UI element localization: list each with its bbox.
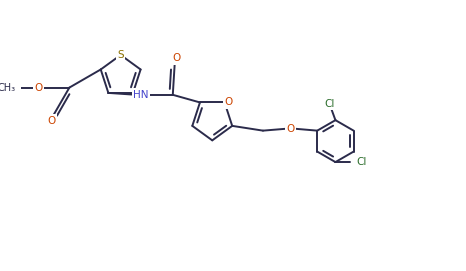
Text: O: O [286,124,294,134]
Text: O: O [172,53,181,63]
Text: HN: HN [133,90,149,100]
Text: O: O [34,83,43,93]
Text: O: O [47,116,55,126]
Text: O: O [224,98,233,107]
Text: S: S [117,50,124,60]
Text: Cl: Cl [356,157,366,167]
Text: CH₃: CH₃ [0,83,16,93]
Text: Cl: Cl [324,99,335,109]
